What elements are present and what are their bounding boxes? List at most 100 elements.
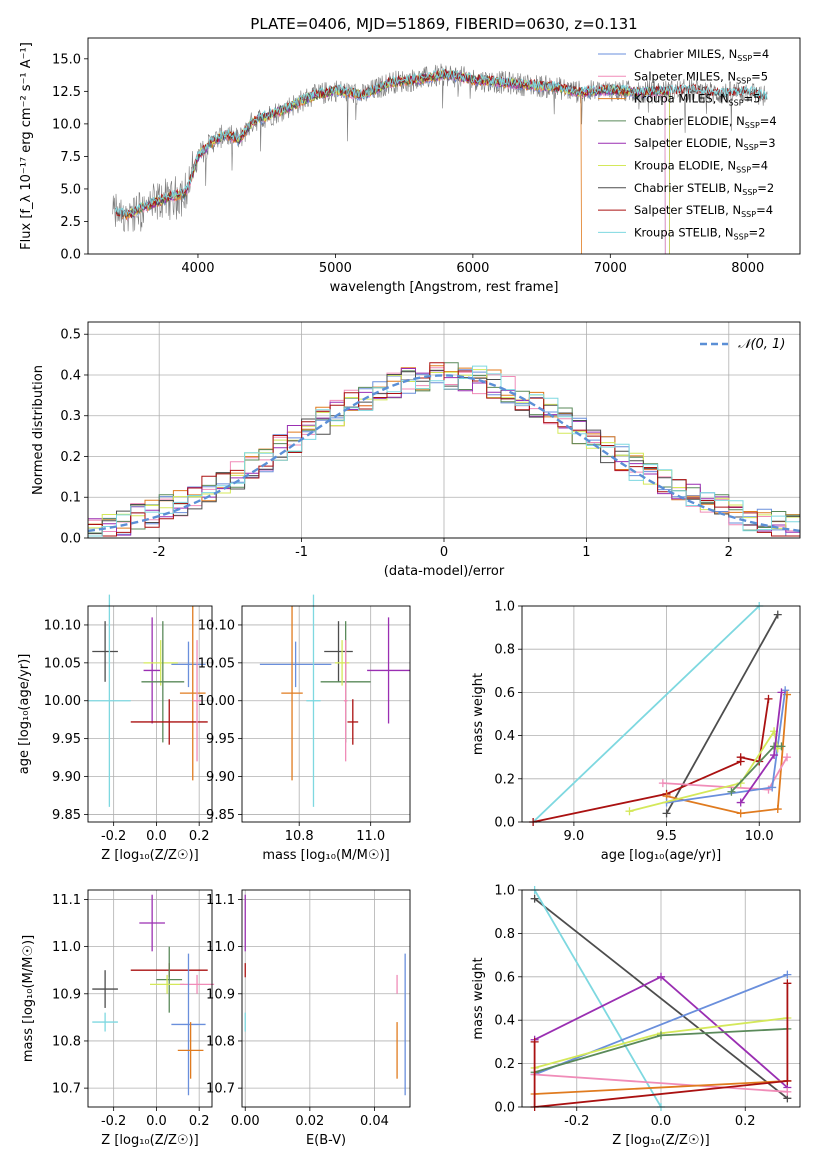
legend-suffix: =4 [752, 47, 769, 61]
y-tick-label: 0.6 [494, 970, 515, 985]
legend-label-chabrier_miles: Chabrier MILES, NSSP=4 [634, 47, 769, 63]
legend-label-salpeter_elodie: Salpeter ELODIE, NSSP=3 [634, 136, 776, 152]
legend-text: Salpeter MILES, N [634, 69, 736, 83]
weight-marker-salpeter_stelib [736, 753, 745, 762]
y-tick-label: 0.4 [60, 368, 81, 383]
weight-line-salpeter_miles [534, 1073, 788, 1093]
weight-marker-chabrier_miles [783, 970, 792, 979]
normal-curve [87, 374, 801, 533]
model-spectrum-salpeter_miles [122, 71, 666, 254]
x-tick-label: -2 [153, 545, 166, 560]
x-axis-label: (data-model)/error [384, 564, 505, 579]
legend-text: Salpeter ELODIE, N [634, 136, 744, 150]
axes-frame [87, 889, 213, 1108]
x-axis-label: age [log₁₀(age/yr)] [601, 848, 722, 863]
weight-marker-salpeter_stelib [530, 1037, 539, 1046]
y-tick-label: 0.2 [494, 1057, 515, 1072]
x-tick-label: 5000 [319, 261, 352, 276]
y-tick-label: 10.9 [52, 987, 81, 1002]
y-axis-label: age [log₁₀(age/yr)] [17, 654, 32, 775]
panel-mass_vs_Z: -0.2 0.0 0.2 10.7 10.8 10.9 11.0 11.1 Z [log₁₀(Z… [21, 889, 215, 1148]
y-tick-label: 10.7 [52, 1082, 81, 1097]
legend-label-kroupa_stelib: Kroupa STELIB, NSSP=2 [634, 225, 765, 241]
panel-residuals: -2 -1 0 1 2 0.0 0.1 0.2 0.3 0.4 0.5 (data-model)/er… [31, 321, 801, 579]
histogram-kroupa_stelib [88, 365, 800, 537]
legend-subscript: SSP [744, 143, 759, 152]
weight-marker-chabrier_elodie [777, 742, 786, 751]
legend-subscript: SSP [745, 121, 760, 130]
weight-line-salpeter_stelib [533, 983, 789, 1107]
x-tick-label: 4000 [181, 261, 214, 276]
x-tick-label: 11.0 [356, 829, 385, 844]
y-tick-label: 9.95 [206, 732, 235, 747]
x-tick-label: 0.04 [360, 1114, 389, 1129]
legend-suffix: =3 [759, 136, 776, 150]
weight-marker-salpeter_stelib [783, 979, 792, 988]
x-tick-label: 8000 [731, 261, 764, 276]
legend-label-chabrier_elodie: Chabrier ELODIE, NSSP=4 [634, 114, 777, 130]
x-tick-label: 0.2 [735, 1114, 756, 1129]
legend-subscript: SSP [736, 76, 751, 85]
y-tick-label: 10.8 [52, 1034, 81, 1049]
y-tick-label: 9.90 [206, 770, 235, 785]
x-axis-label: wavelength [Angstrom, rest frame] [330, 280, 559, 295]
legend-label-salpeter_miles: Salpeter MILES, NSSP=5 [634, 69, 768, 85]
y-tick-label: 10.10 [198, 618, 235, 633]
weight-marker-salpeter_miles [783, 753, 792, 762]
model-spectrum-chabrier_elodie [128, 71, 670, 254]
x-tick-label: 0.02 [295, 1114, 324, 1129]
y-tick-label: 0.4 [494, 729, 515, 744]
y-tick-label: 11.1 [206, 893, 235, 908]
y-tick-label: 9.85 [206, 808, 235, 823]
y-tick-label: 10.10 [44, 618, 81, 633]
weight-line-chabrier_stelib [665, 614, 779, 814]
x-tick-label: 0.00 [231, 1114, 260, 1129]
y-tick-label: 10.05 [198, 656, 235, 671]
residual-legend: 𝒩(0, 1) [700, 337, 785, 352]
y-tick-label: 0.0 [494, 816, 515, 831]
legend-text: Chabrier STELIB, N [634, 181, 742, 195]
y-tick-label: 0.4 [494, 1014, 515, 1029]
y-axis-label: mass weight [471, 673, 486, 755]
legend-label-normal: 𝒩(0, 1) [738, 337, 785, 352]
x-axis-label: Z [log₁₀(Z/Z☉)] [101, 1133, 198, 1148]
legend-text: Salpeter STELIB, N [634, 203, 741, 217]
axes-frame [241, 605, 411, 823]
x-tick-label: 9.5 [656, 829, 677, 844]
model-spectrum-chabrier_miles [122, 72, 666, 254]
y-axis-label: Flux [f_λ 10⁻¹⁷ erg cm⁻² s⁻¹ A⁻¹] [19, 42, 34, 250]
weight-marker-salpeter_elodie [770, 751, 779, 760]
y-tick-label: 10.0 [52, 117, 81, 132]
y-tick-label: 11.1 [52, 893, 81, 908]
x-tick-label: 6000 [456, 261, 489, 276]
y-tick-label: 0.0 [494, 1101, 515, 1116]
weight-marker-salpeter_elodie [657, 972, 665, 981]
weight-marker-chabrier_elodie [657, 1031, 665, 1040]
y-tick-label: 9.95 [52, 732, 81, 747]
y-axis-label: mass weight [471, 957, 486, 1039]
legend-suffix: =5 [751, 69, 768, 83]
legend-label-kroupa_elodie: Kroupa ELODIE, NSSP=4 [634, 159, 768, 175]
y-tick-label: 15.0 [52, 52, 81, 67]
y-tick-label: 9.90 [52, 770, 81, 785]
legend-label-chabrier_stelib: Chabrier STELIB, NSSP=2 [634, 181, 774, 197]
axes-frame [87, 321, 801, 539]
weight-marker-salpeter_stelib [783, 1076, 792, 1085]
weight-line-salpeter_stelib [532, 698, 770, 822]
model-spectrum-kroupa_stelib [115, 67, 768, 217]
y-tick-label: 10.7 [206, 1082, 235, 1097]
x-tick-label: 0.2 [189, 829, 210, 844]
x-tick-label: 10.8 [285, 829, 314, 844]
weight-marker-chabrier_stelib [662, 809, 671, 818]
weight-line-kroupa_miles [534, 1080, 788, 1095]
y-tick-label: 0.0 [60, 532, 81, 547]
y-tick-label: 1.0 [494, 884, 515, 899]
y-tick-label: 10.00 [198, 694, 235, 709]
legend-subscript: SSP [736, 166, 751, 175]
weight-line-kroupa_elodie [629, 728, 779, 813]
panel-age_vs_mass: 10.8 11.0 9.85 9.90 9.95 10.00 10.05 10.10 mass … [198, 594, 411, 863]
model-spectrum-salpeter_elodie [128, 70, 670, 254]
weight-marker-chabrier_miles [768, 783, 777, 792]
y-axis-label: mass [log₁₀(M/M☉)] [21, 935, 36, 1062]
